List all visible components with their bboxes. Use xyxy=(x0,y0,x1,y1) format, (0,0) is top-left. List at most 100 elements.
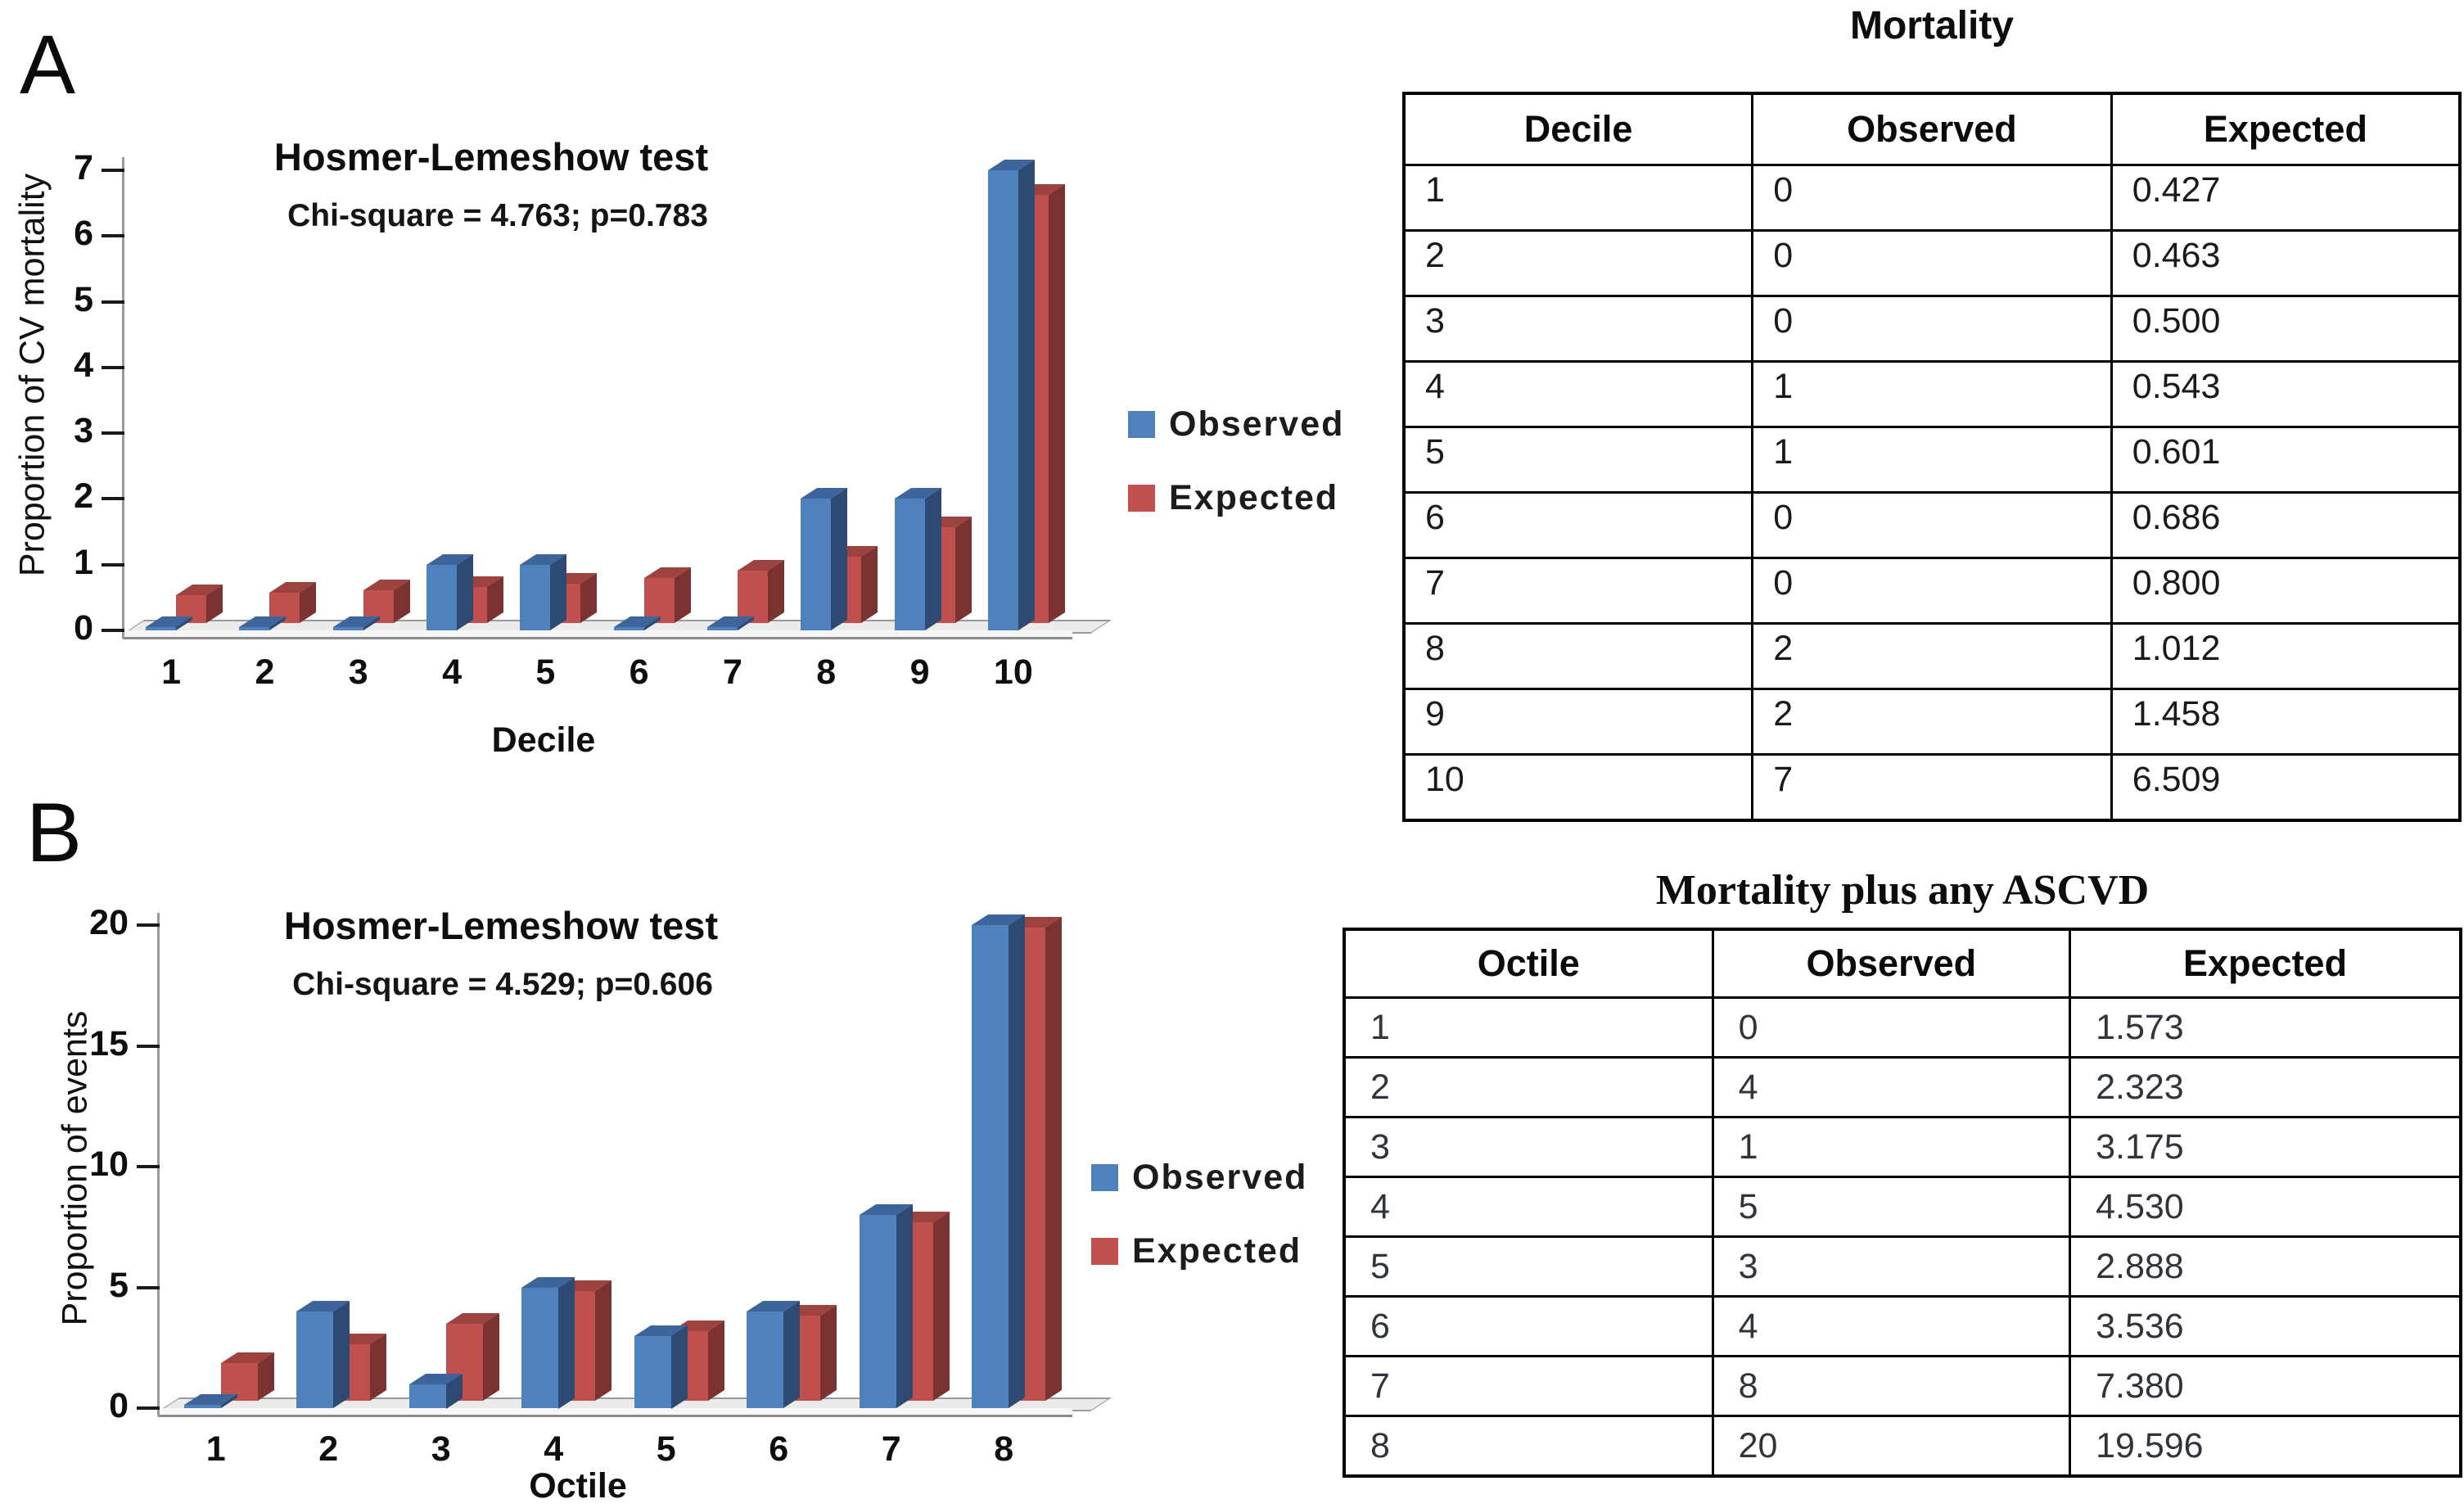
bar-observed-7 xyxy=(859,1204,913,1408)
y-tick-label: 10 xyxy=(89,1145,129,1184)
bar-expected-2-side-face xyxy=(370,1334,387,1401)
ascvd-table-row: 5 3 2.888 xyxy=(1343,1235,2462,1298)
mortality-table-row: 10 7 6.509 xyxy=(1402,753,2462,822)
column-header-expected: Expected xyxy=(2069,928,2462,999)
ascvd-table-row: 7 8 7.380 xyxy=(1343,1355,2462,1417)
bin-cell: 2 xyxy=(1343,1056,1714,1118)
bar-observed-10-side-face xyxy=(1018,159,1035,630)
panel-b-label: B xyxy=(26,786,83,879)
bar-observed-7 xyxy=(706,616,754,630)
bar-observed-5-side-face xyxy=(670,1325,688,1408)
expected-cell: 0.686 xyxy=(2110,491,2462,559)
mortality-table-row: 4 1 0.543 xyxy=(1402,360,2462,428)
ascvd-table-row: 6 4 3.536 xyxy=(1343,1295,2462,1357)
y-tick-mark xyxy=(137,1044,160,1048)
table-header-row: Decile Observed Expected xyxy=(1402,92,2462,166)
y-tick-mark xyxy=(137,1285,160,1289)
legend-label-expected: Expected xyxy=(1169,477,1339,517)
x-tick-label: 6 xyxy=(769,1429,789,1469)
observed-series-swatch-icon xyxy=(1091,1163,1118,1191)
expected-series-swatch-icon xyxy=(1128,484,1155,512)
y-tick-label: 1 xyxy=(74,542,93,582)
x-tick-label: 4 xyxy=(544,1429,564,1469)
expected-cell: 2.888 xyxy=(2069,1235,2462,1298)
expected-cell: 4.530 xyxy=(2069,1176,2462,1238)
bar-expected-6-side-face xyxy=(674,567,691,623)
chart-b-subtitle: Chi-square = 4.529; p=0.606 xyxy=(292,967,713,1002)
x-tick-label: 2 xyxy=(255,652,275,692)
ascvd-table-row: 4 5 4.530 xyxy=(1343,1176,2462,1238)
y-axis-line xyxy=(122,157,124,639)
expected-cell: 0.427 xyxy=(2110,164,2462,232)
table-header-row: Octile Observed Expected xyxy=(1343,928,2462,999)
bar-expected-7 xyxy=(737,559,784,623)
bar-observed-1 xyxy=(183,1394,237,1408)
bar-observed-8-side-face xyxy=(1009,914,1026,1408)
ascvd-table-row: 3 1 3.175 xyxy=(1343,1116,2462,1178)
x-tick-label: 1 xyxy=(161,652,182,692)
observed-cell: 0 xyxy=(1751,295,2113,363)
y-tick-label: 2 xyxy=(74,476,93,517)
bin-cell: 10 xyxy=(1402,753,1754,822)
plot-floor-edge xyxy=(123,630,1072,639)
chart-b: Hosmer-Lemeshow test Chi-square = 4.529;… xyxy=(0,880,1146,1508)
expected-cell: 1.012 xyxy=(2110,622,2462,690)
panel-a-label: A xyxy=(20,18,76,111)
bar-observed-6 xyxy=(747,1301,801,1408)
chart-b-legend: Observed Expected xyxy=(1091,1156,1307,1272)
y-tick-mark xyxy=(102,562,124,567)
mortality-table-row: 9 2 1.458 xyxy=(1402,688,2462,756)
y-tick-label: 6 xyxy=(74,214,93,254)
x-tick-label: 10 xyxy=(993,652,1033,692)
bar-observed-2 xyxy=(296,1301,350,1408)
mortality-table-row: 6 0 0.686 xyxy=(1402,491,2462,559)
bar-expected-8-side-face xyxy=(861,545,878,623)
y-tick-mark xyxy=(102,365,124,369)
observed-cell: 7 xyxy=(1751,753,2113,822)
legend-label-observed: Observed xyxy=(1132,1157,1308,1197)
bar-expected-4-side-face xyxy=(595,1280,612,1401)
bar-observed-10 xyxy=(987,159,1035,630)
y-tick-mark xyxy=(137,1406,160,1410)
chart-a-legend: Observed Expected xyxy=(1128,403,1344,519)
bar-observed-8 xyxy=(972,914,1026,1408)
bar-expected-9-side-face xyxy=(954,516,972,623)
x-tick-label: 5 xyxy=(535,652,556,692)
mortality-table-row: 8 2 1.012 xyxy=(1402,622,2462,690)
expected-cell: 0.800 xyxy=(2110,557,2462,625)
x-tick-label: 9 xyxy=(909,652,930,692)
expected-cell: 7.380 xyxy=(2069,1355,2462,1417)
observed-cell: 1 xyxy=(1711,1116,2072,1178)
bar-observed-4 xyxy=(426,553,474,630)
bar-observed-5-side-face xyxy=(550,553,567,630)
chart-a-title: Hosmer-Lemeshow test xyxy=(273,135,709,178)
bar-observed-7-side-face xyxy=(896,1204,913,1408)
y-tick-mark xyxy=(102,234,124,238)
column-header-decile: Decile xyxy=(1402,92,1754,166)
ascvd-table-row: 1 0 1.573 xyxy=(1343,996,2462,1059)
y-tick-label: 15 xyxy=(89,1023,129,1063)
x-tick-label: 4 xyxy=(442,652,462,692)
y-tick-mark xyxy=(102,168,124,172)
y-tick-label: 20 xyxy=(89,903,129,942)
y-tick-mark xyxy=(102,497,124,501)
expected-cell: 6.509 xyxy=(2110,753,2462,822)
y-tick-label: 0 xyxy=(74,608,93,648)
bin-cell: 1 xyxy=(1402,164,1754,232)
column-header-observed: Observed xyxy=(1751,92,2113,166)
observed-cell: 2 xyxy=(1751,688,2113,756)
legend-item-expected: Expected xyxy=(1091,1230,1307,1272)
x-tick-label: 6 xyxy=(629,652,649,692)
mortality-table-row: 1 0 0.427 xyxy=(1402,164,2462,232)
bar-expected-5-side-face xyxy=(707,1320,724,1401)
expected-cell: 0.601 xyxy=(2110,426,2462,494)
chart-a-x-axis-label: Decile xyxy=(491,720,596,760)
y-tick-mark xyxy=(102,431,124,436)
y-tick-mark xyxy=(102,629,124,632)
bin-cell: 7 xyxy=(1343,1355,1714,1417)
bar-expected-7-side-face xyxy=(767,559,784,623)
mortality-ascvd-table-title: Mortality plus any ASCVD xyxy=(1655,867,2150,914)
bin-cell: 8 xyxy=(1343,1415,1714,1478)
bin-cell: 3 xyxy=(1343,1116,1714,1178)
observed-cell: 8 xyxy=(1711,1355,2072,1417)
